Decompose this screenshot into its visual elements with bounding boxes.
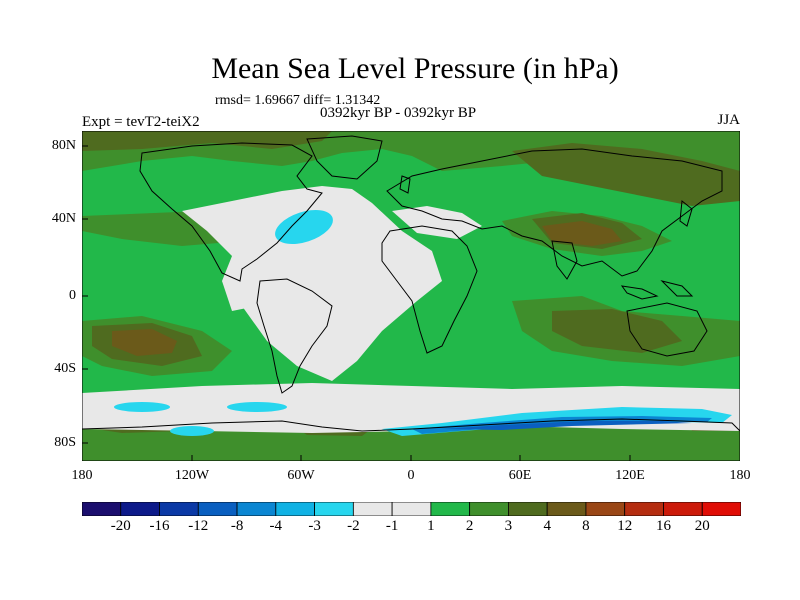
lon-label-60e: 60E [508, 468, 532, 483]
lat-label-40n: 40N [51, 211, 76, 226]
colorbar-label: 12 [617, 518, 633, 534]
colorbar-swatch [469, 502, 509, 516]
lon-label-120e: 120E [615, 468, 645, 483]
colorbar-swatch [585, 502, 626, 516]
colorbar-swatch [159, 502, 199, 516]
experiment-label: Expt = tevT2-teiX2 [82, 114, 200, 130]
colorbar-label: -1 [385, 518, 399, 534]
field-negative [114, 209, 732, 436]
colorbar-label: -4 [269, 518, 283, 534]
stats-line: rmsd= 1.69667 diff= 1.31342 [215, 93, 381, 108]
colorbar-swatch [275, 502, 315, 516]
lat-label-80n: 80N [51, 138, 76, 153]
colorbar-swatch [430, 502, 471, 516]
lon-label-180w: 180 [71, 468, 93, 483]
period-line: 0392kyr BP - 0392kyr BP [320, 105, 477, 121]
colorbar-label: -8 [230, 518, 244, 534]
colorbar-label: 2 [465, 518, 474, 534]
map-title: Mean Sea Level Pressure (in hPa) [211, 52, 619, 85]
colorbar-swatch [701, 502, 741, 516]
lat-label-0: 0 [69, 288, 76, 303]
colorbar-label: -3 [308, 518, 321, 534]
colorbar-label: -12 [188, 518, 209, 534]
colorbar-label: 16 [656, 518, 671, 534]
colorbar-swatch [352, 502, 393, 516]
colorbar-swatch [314, 502, 354, 516]
lon-label-120w: 120W [174, 468, 210, 483]
colorbar-label: 3 [504, 518, 513, 534]
lon-label-60w: 60W [287, 468, 315, 483]
lon-label-0: 0 [407, 468, 415, 483]
colorbar [82, 502, 741, 516]
colorbar-swatch [508, 502, 548, 516]
colorbar-swatch [197, 502, 238, 516]
colorbar-label: -16 [149, 518, 170, 534]
colorbar-swatch [391, 502, 432, 516]
axis-ticks [82, 145, 740, 461]
colorbar-swatch [546, 502, 587, 516]
colorbar-label: 20 [694, 518, 710, 534]
colorbar-swatch [236, 502, 277, 516]
colorbar-label: 8 [582, 518, 590, 534]
lat-label-40s: 40S [54, 361, 76, 376]
season-label: JJA [717, 112, 740, 128]
colorbar-label: 1 [427, 518, 435, 534]
lon-label-180e: 180 [729, 468, 751, 483]
colorbar-swatch [82, 502, 122, 516]
pressure-map [82, 131, 740, 461]
colorbar-label: -20 [110, 518, 131, 534]
colorbar-label: -2 [347, 518, 360, 534]
colorbar-swatch [663, 502, 703, 516]
coastlines [82, 135, 740, 432]
lat-label-80s: 80S [54, 435, 76, 450]
colorbar-swatch [120, 502, 160, 516]
colorbar-swatch [624, 502, 664, 516]
colorbar-label: 4 [543, 518, 551, 534]
